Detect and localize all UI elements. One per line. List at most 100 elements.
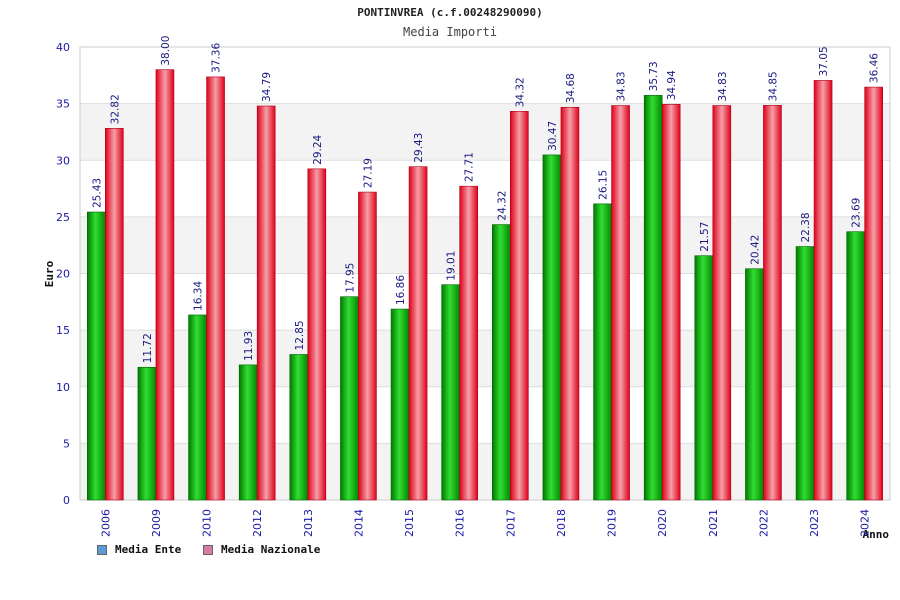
bar-media-nazionale-2014 <box>358 191 377 501</box>
data-label: 16.34 <box>193 281 205 311</box>
data-label: 27.71 <box>464 152 476 182</box>
bar-media-ente-2024 <box>846 231 865 501</box>
bar-media-ente-2012 <box>238 364 258 501</box>
bar-media-nazionale-2018 <box>560 106 580 501</box>
y-tick-label: 10 <box>56 381 70 394</box>
x-tick-label: 2024 <box>859 509 872 537</box>
legend-label-media-nazionale: Media Nazionale <box>221 543 321 556</box>
bar-media-ente-2010 <box>188 314 207 501</box>
x-tick-label: 2012 <box>251 509 264 537</box>
x-tick-label: 2010 <box>201 509 214 537</box>
x-tick-label: 2015 <box>403 509 416 537</box>
bar-media-ente-2020 <box>643 95 663 501</box>
bar-media-ente-2013 <box>289 354 309 501</box>
plot-frame <box>79 46 891 501</box>
data-label: 34.94 <box>666 70 678 100</box>
bar-media-nazionale-2022 <box>763 105 782 501</box>
data-label: 27.19 <box>362 158 374 188</box>
data-label: 29.43 <box>413 133 425 163</box>
bar-media-nazionale-2006 <box>105 128 124 501</box>
data-label: 22.38 <box>800 212 812 242</box>
legend-item-media-ente: Media Ente <box>97 543 181 556</box>
x-axis-label: Anno <box>863 528 890 541</box>
data-label: 11.93 <box>243 331 255 361</box>
bar-media-ente-2017 <box>492 224 511 501</box>
y-tick-label: 20 <box>56 268 70 281</box>
x-tick-label: 2006 <box>99 509 112 537</box>
bar-media-ente-2021 <box>694 255 714 501</box>
bar-media-ente-2018 <box>542 154 562 501</box>
y-tick-label: 30 <box>56 154 70 167</box>
bar-media-ente-2019 <box>593 203 612 501</box>
y-tick-label: 25 <box>56 211 70 224</box>
bar-media-nazionale-2015 <box>408 166 428 501</box>
bar-media-nazionale-2017 <box>510 111 529 501</box>
y-axis-label: Euro <box>43 260 56 287</box>
data-label: 34.83 <box>616 71 628 101</box>
data-label: 34.79 <box>261 72 273 102</box>
bar-media-ente-2006 <box>87 211 106 501</box>
x-tick-label: 2017 <box>504 509 517 537</box>
bar-media-nazionale-2012 <box>256 105 276 501</box>
x-tick-label: 2021 <box>707 509 720 537</box>
bar-media-nazionale-2016 <box>459 185 478 501</box>
x-tick-label: 2019 <box>606 509 619 537</box>
data-label: 35.73 <box>648 61 660 91</box>
bar-media-ente-2009 <box>137 366 157 501</box>
data-label: 34.32 <box>514 77 526 107</box>
data-label: 37.05 <box>818 46 830 76</box>
data-label: 23.69 <box>851 198 863 228</box>
data-label: 17.95 <box>344 263 356 293</box>
bar-media-nazionale-2019 <box>611 105 630 501</box>
bar-media-nazionale-2009 <box>155 69 175 501</box>
y-tick-label: 15 <box>56 324 70 337</box>
data-label: 37.36 <box>211 43 223 73</box>
data-label: 26.15 <box>598 170 610 200</box>
data-label: 16.86 <box>395 275 407 305</box>
bar-media-nazionale-2010 <box>206 76 225 501</box>
x-tick-label: 2014 <box>352 509 365 537</box>
data-label: 25.43 <box>91 178 103 208</box>
bar-media-nazionale-2021 <box>712 105 732 501</box>
x-tick-label: 2013 <box>302 509 315 537</box>
data-label: 21.57 <box>699 222 711 252</box>
bar-media-nazionale-2020 <box>661 104 681 501</box>
chart-title: PONTINVREA (c.f.00248290090) <box>357 6 543 19</box>
legend-item-media-nazionale: Media Nazionale <box>203 543 320 556</box>
y-tick-label: 40 <box>56 41 70 54</box>
data-label: 20.42 <box>749 235 761 265</box>
x-tick-label: 2018 <box>555 509 568 537</box>
bar-media-ente-2015 <box>390 308 410 501</box>
x-tick-label: 2016 <box>454 509 467 537</box>
data-label: 34.83 <box>717 71 729 101</box>
x-tick-label: 2023 <box>808 509 821 537</box>
bar-media-ente-2014 <box>340 296 359 501</box>
chart-subtitle: Media Importi <box>403 25 497 39</box>
bar-media-ente-2023 <box>795 246 815 501</box>
legend-swatch-media-nazionale <box>203 544 213 555</box>
legend-swatch-media-ente <box>97 544 107 555</box>
data-label: 12.85 <box>294 320 306 350</box>
bar-media-ente-2022 <box>745 268 764 501</box>
data-label: 11.72 <box>142 333 154 363</box>
y-tick-label: 35 <box>56 98 70 111</box>
data-label: 34.68 <box>565 73 577 103</box>
data-label: 19.01 <box>446 251 458 281</box>
data-label: 30.47 <box>547 121 559 151</box>
bar-media-nazionale-2013 <box>307 168 327 501</box>
data-label: 32.82 <box>109 94 121 124</box>
data-label: 34.85 <box>767 71 779 101</box>
data-label: 29.24 <box>312 134 324 164</box>
x-tick-label: 2020 <box>656 509 669 537</box>
y-tick-label: 0 <box>63 494 70 507</box>
bar-media-ente-2016 <box>441 284 460 501</box>
x-tick-label: 2022 <box>757 509 770 537</box>
data-label: 36.46 <box>869 53 881 83</box>
bar-media-nazionale-2023 <box>813 80 833 501</box>
bar-media-nazionale-2024 <box>864 86 883 501</box>
y-tick-label: 5 <box>63 437 70 450</box>
x-tick-label: 2009 <box>150 509 163 537</box>
data-label: 24.32 <box>496 191 508 221</box>
legend-label-media-ente: Media Ente <box>115 543 182 556</box>
